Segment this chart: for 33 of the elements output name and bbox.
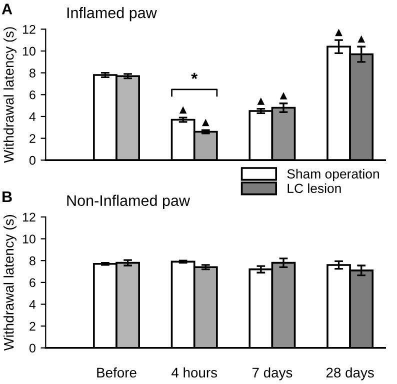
y-axis-title: Withdrawal latency (s) — [4, 214, 16, 351]
y-tick-label: 8 — [30, 256, 36, 266]
chart-title: Inflamed paw — [67, 7, 157, 22]
y-tick-label: 12 — [22, 212, 36, 222]
legend-label: LC lesion — [288, 183, 341, 194]
y-tick-label: 12 — [22, 24, 36, 34]
y-axis-title: Withdrawal latency (s) — [4, 27, 16, 163]
y-tick-label: 6 — [30, 90, 36, 100]
data-label: ▲ — [179, 106, 187, 114]
x-tick-label: 7 days — [252, 367, 292, 380]
annotation: * — [191, 72, 198, 80]
data-label: ▲ — [358, 35, 365, 43]
data-label: ▲ — [280, 92, 288, 100]
y-tick-label: 10 — [22, 46, 36, 56]
data-label: ▲ — [335, 28, 342, 36]
x-tick-label: Before — [97, 367, 136, 378]
text: A — [2, 4, 12, 14]
y-tick-label: 6 — [30, 278, 36, 288]
legend-label: Sham operation — [287, 168, 379, 182]
x-tick-label: 28 days — [326, 367, 374, 380]
y-tick-label: 2 — [30, 322, 36, 331]
data-label: ▲ — [257, 98, 265, 105]
y-tick-label: 10 — [22, 234, 36, 244]
y-tick-label: 4 — [29, 112, 36, 122]
text: B — [2, 191, 12, 202]
chart-title: Non-Inflamed paw — [67, 194, 190, 210]
y-tick-label: 0 — [29, 156, 36, 165]
y-tick-label: 8 — [30, 68, 36, 78]
x-tick-label: 4 hours — [172, 367, 218, 378]
y-tick-label: 4 — [29, 300, 36, 309]
y-tick-label: 0 — [29, 344, 36, 353]
y-tick-label: 2 — [30, 134, 36, 143]
data-label: ▲ — [202, 118, 210, 126]
